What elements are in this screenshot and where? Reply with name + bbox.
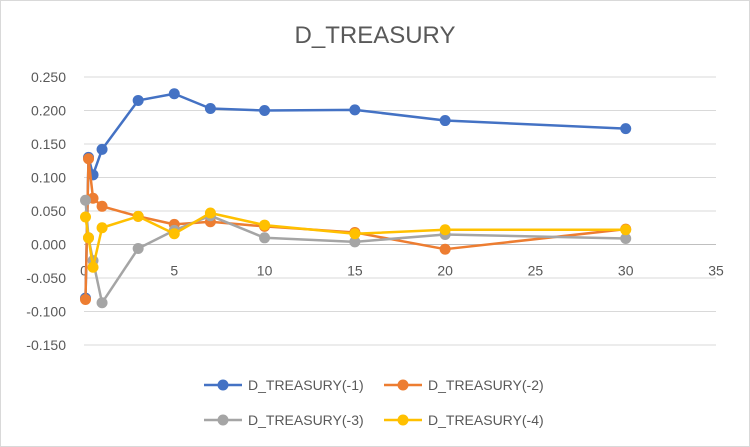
data-point (168, 88, 180, 100)
y-tick-label: -0.100 (26, 304, 66, 320)
data-point (132, 243, 144, 255)
data-point (132, 210, 144, 222)
data-point (132, 94, 144, 106)
data-point (79, 211, 91, 223)
data-point (620, 123, 632, 135)
data-point (620, 232, 632, 244)
data-point (439, 224, 451, 236)
x-tick-label: 20 (437, 263, 453, 279)
data-point (96, 297, 108, 309)
data-point (439, 243, 451, 255)
data-point (79, 194, 91, 206)
x-tick-label: 0 (80, 263, 88, 279)
chart-title: D_TREASURY (295, 22, 456, 49)
data-point (259, 232, 271, 244)
y-tick-label: 0.150 (31, 136, 66, 152)
data-point (204, 207, 216, 219)
legend-item: D_TREASURY(-2) (384, 377, 544, 393)
data-point (349, 236, 361, 248)
y-tick-label: 0.200 (31, 103, 66, 119)
y-tick-label: 0.100 (31, 170, 66, 186)
series-group (79, 88, 632, 309)
x-tick-label: 35 (708, 263, 724, 279)
data-point (87, 261, 99, 273)
legend-item: D_TREASURY(-3) (204, 412, 364, 428)
data-point (96, 222, 108, 234)
legend-label: D_TREASURY(-4) (428, 412, 544, 428)
x-tick-label: 15 (347, 263, 363, 279)
data-point (439, 115, 451, 127)
legend-label: D_TREASURY(-2) (428, 377, 544, 393)
data-point (259, 105, 271, 116)
legend-item: D_TREASURY(-4) (384, 412, 544, 428)
data-point (168, 228, 180, 240)
data-point (83, 232, 95, 244)
data-point (96, 143, 108, 155)
legend-label: D_TREASURY(-1) (248, 377, 364, 393)
y-tick-label: 0.250 (31, 69, 66, 85)
x-axis-ticks: 0 5 10 15 20 25 30 35 (80, 263, 724, 279)
legend-marker (217, 414, 229, 426)
data-point (204, 102, 216, 114)
y-tick-label: 0.000 (31, 237, 66, 253)
y-axis-ticks: -0.150 -0.100 -0.050 0.000 0.050 0.100 0.150 0.… (26, 69, 66, 353)
legend-item: D_TREASURY(-1) (204, 377, 364, 393)
data-point (259, 219, 271, 231)
legend-marker (397, 379, 409, 391)
data-point (349, 228, 361, 240)
legend-marker (217, 379, 229, 391)
y-tick-label: -0.150 (26, 337, 66, 353)
legend: D_TREASURY(-1) D_TREASURY(-2) D_TREASURY(-… (204, 377, 544, 428)
series-4 (79, 207, 632, 273)
data-point (96, 200, 108, 212)
x-tick-label: 30 (618, 263, 634, 279)
data-point (83, 153, 95, 165)
x-tick-label: 10 (257, 263, 273, 279)
data-point (79, 293, 91, 305)
x-tick-label: 5 (170, 263, 178, 279)
data-point (620, 224, 632, 236)
y-tick-label: -0.050 (26, 270, 66, 286)
data-point (349, 104, 361, 116)
legend-label: D_TREASURY(-3) (248, 412, 364, 428)
x-tick-label: 25 (528, 263, 544, 279)
legend-marker (397, 414, 409, 426)
y-tick-label: 0.050 (31, 203, 66, 219)
